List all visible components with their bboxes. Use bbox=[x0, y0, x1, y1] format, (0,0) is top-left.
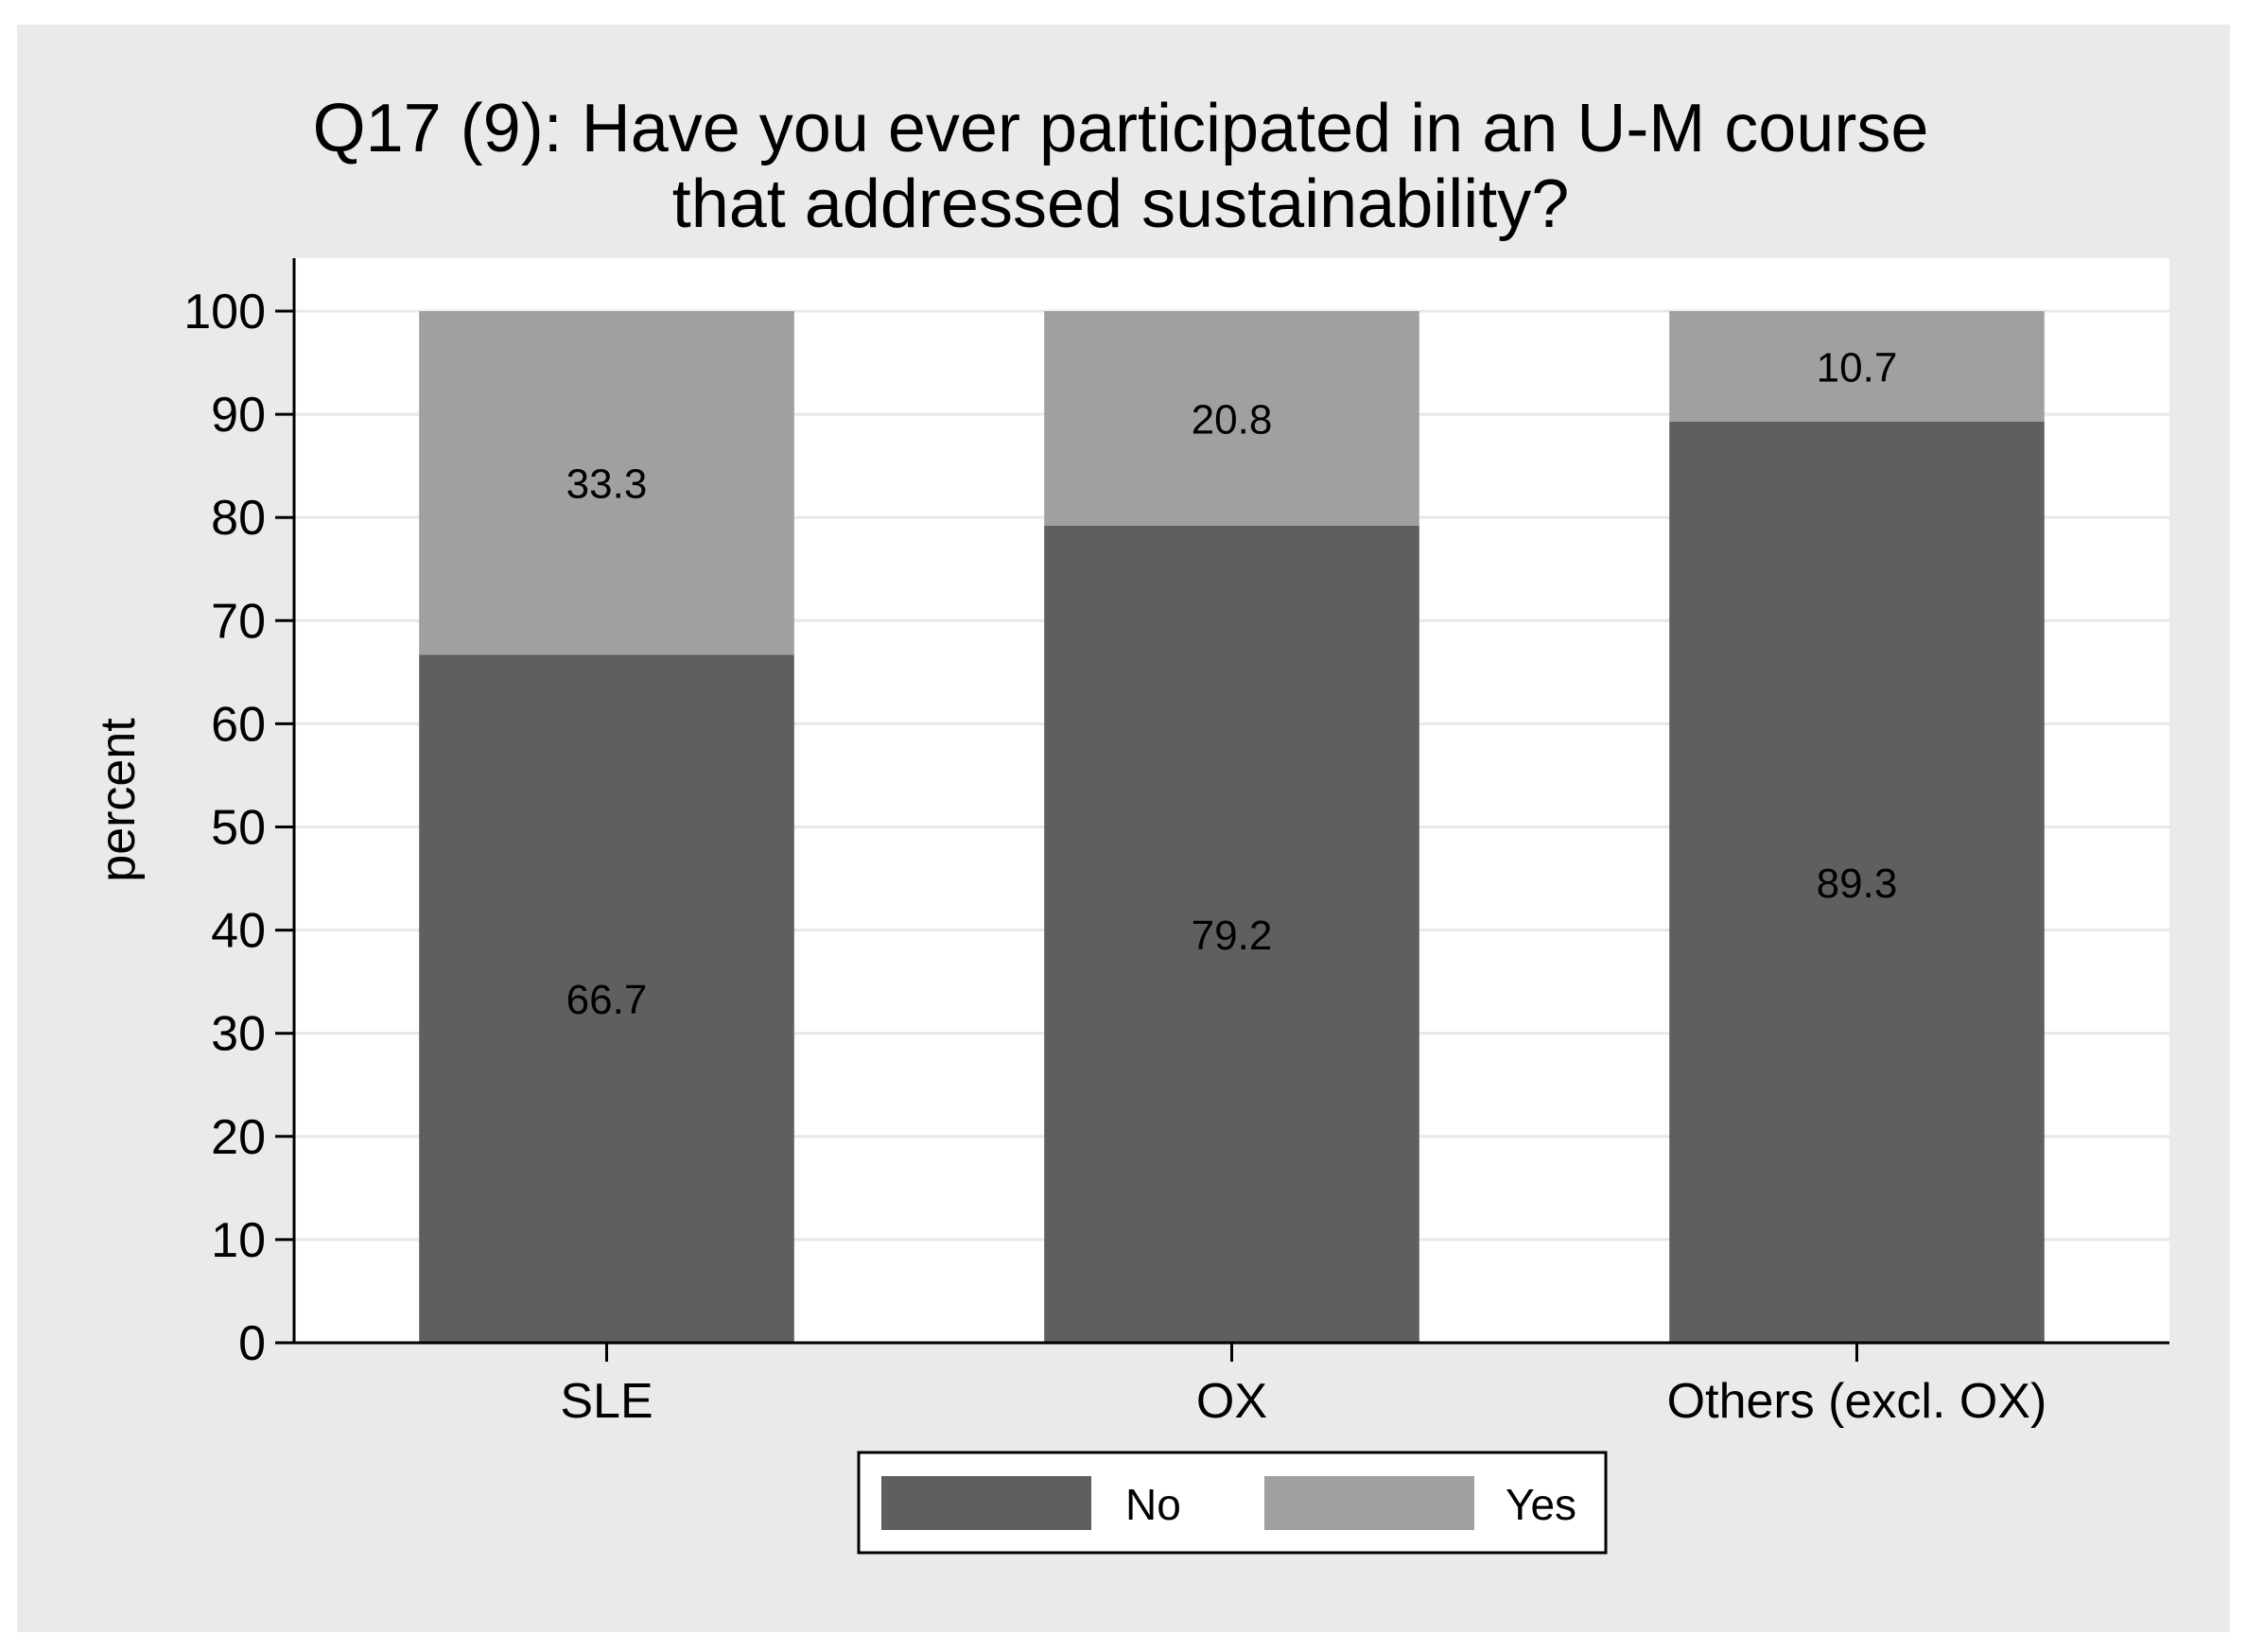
x-tick-label-0: SLE bbox=[560, 1374, 653, 1429]
y-axis-ticks: 0 10 20 30 40 50 60 70 80 90 100 bbox=[183, 285, 294, 1371]
data-label-yes-1: 20.8 bbox=[1192, 396, 1273, 443]
bar-yes-0 bbox=[419, 311, 794, 655]
data-label-no-0: 66.7 bbox=[566, 977, 648, 1023]
y-tick-label-10: 10 bbox=[211, 1213, 266, 1268]
y-tick-label-100: 100 bbox=[183, 285, 266, 339]
bar-no-2 bbox=[1669, 421, 2045, 1343]
data-label-no-2: 89.3 bbox=[1817, 861, 1898, 907]
bar-yes-1 bbox=[1044, 311, 1419, 526]
bars bbox=[419, 311, 2045, 1343]
data-label-yes-0: 33.3 bbox=[566, 461, 648, 508]
x-tick-label-1: OX bbox=[1196, 1374, 1267, 1429]
data-labels: 66.7 33.3 79.2 20.8 89.3 10.7 bbox=[566, 344, 1898, 1023]
data-label-yes-2: 10.7 bbox=[1817, 344, 1898, 391]
y-tick-label-0: 0 bbox=[238, 1316, 266, 1371]
y-tick-label-50: 50 bbox=[211, 801, 266, 856]
y-tick-label-70: 70 bbox=[211, 594, 266, 649]
y-axis-title: percent bbox=[91, 718, 146, 882]
y-tick-label-20: 20 bbox=[211, 1110, 266, 1165]
y-tick-label-30: 30 bbox=[211, 1007, 266, 1062]
y-tick-label-40: 40 bbox=[211, 904, 266, 959]
bar-no-1 bbox=[1044, 525, 1419, 1343]
chart-title-line-1: Q17 (9): Have you ever participated in a… bbox=[313, 91, 1929, 166]
x-axis-ticks: SLE OX Others (excl. OX) bbox=[560, 1343, 2046, 1429]
legend: No Yes bbox=[857, 1451, 1608, 1555]
y-tick-label-60: 60 bbox=[211, 697, 266, 752]
chart-title-line-2: that addressed sustainability? bbox=[672, 166, 1570, 242]
bar-no-0 bbox=[419, 654, 794, 1343]
y-tick-label-90: 90 bbox=[211, 388, 266, 443]
legend-label-yes: Yes bbox=[1506, 1480, 1576, 1529]
legend-swatch-no bbox=[881, 1476, 1091, 1530]
y-tick-label-80: 80 bbox=[211, 491, 266, 546]
legend-swatch-yes bbox=[1264, 1476, 1474, 1530]
legend-label-no: No bbox=[1125, 1480, 1181, 1529]
x-tick-label-2: Others (excl. OX) bbox=[1667, 1374, 2047, 1429]
bar-yes-2 bbox=[1669, 311, 2045, 422]
data-label-no-1: 79.2 bbox=[1192, 913, 1273, 959]
